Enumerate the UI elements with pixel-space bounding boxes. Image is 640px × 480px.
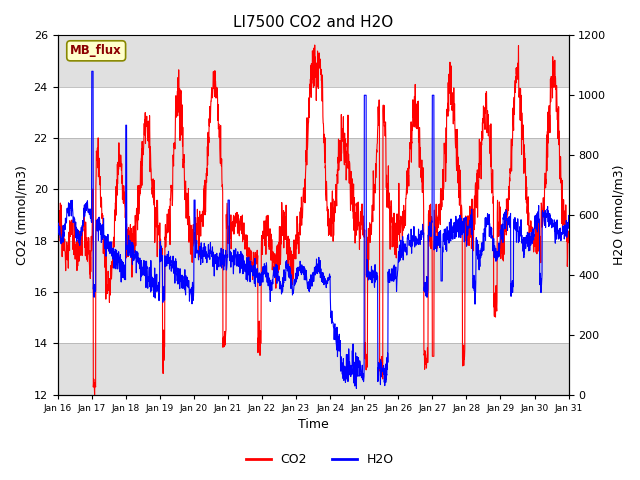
Bar <box>58 36 568 87</box>
Legend: CO2, H2O: CO2, H2O <box>241 448 399 471</box>
Bar <box>58 241 568 292</box>
Text: MB_flux: MB_flux <box>70 44 122 57</box>
Title: LI7500 CO2 and H2O: LI7500 CO2 and H2O <box>233 15 393 30</box>
X-axis label: Time: Time <box>298 419 328 432</box>
Y-axis label: H2O (mmol/m3): H2O (mmol/m3) <box>612 165 625 265</box>
Bar <box>58 138 568 190</box>
Y-axis label: CO2 (mmol/m3): CO2 (mmol/m3) <box>15 165 28 265</box>
Bar <box>58 344 568 395</box>
